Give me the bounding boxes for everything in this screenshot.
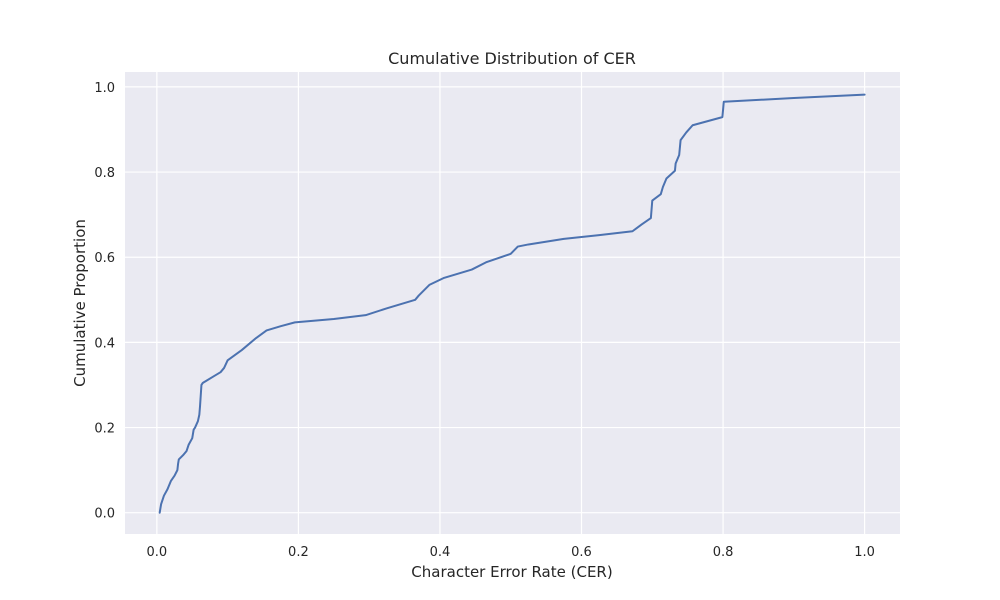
chart-title: Cumulative Distribution of CER bbox=[388, 49, 636, 68]
y-axis-ticks: 0.0 0.2 0.4 0.6 0.8 1.0 bbox=[94, 81, 115, 522]
x-tick-label: 1.0 bbox=[854, 545, 875, 560]
y-tick-label: 0.6 bbox=[94, 251, 115, 266]
x-tick-label: 0.0 bbox=[147, 545, 168, 560]
x-tick-label: 0.4 bbox=[430, 545, 451, 560]
x-tick-label: 0.8 bbox=[713, 545, 734, 560]
y-tick-label: 1.0 bbox=[94, 81, 115, 96]
grid bbox=[125, 72, 900, 534]
plot-background bbox=[125, 72, 900, 534]
y-tick-label: 0.8 bbox=[94, 166, 115, 181]
x-tick-label: 0.6 bbox=[571, 545, 592, 560]
x-axis-label: Character Error Rate (CER) bbox=[411, 563, 612, 581]
cdf-line bbox=[158, 93, 866, 514]
x-tick-label: 0.2 bbox=[288, 545, 309, 560]
y-tick-label: 0.2 bbox=[94, 422, 115, 437]
y-tick-label: 0.4 bbox=[94, 336, 115, 351]
series-layer bbox=[158, 93, 866, 514]
y-tick-label: 0.0 bbox=[94, 507, 115, 522]
x-axis-ticks: 0.0 0.2 0.4 0.6 0.8 1.0 bbox=[147, 545, 875, 560]
y-axis-label: Cumulative Proportion bbox=[71, 219, 89, 387]
